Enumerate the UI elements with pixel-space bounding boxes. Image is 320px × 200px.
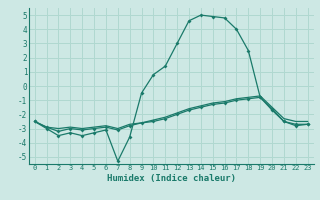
X-axis label: Humidex (Indice chaleur): Humidex (Indice chaleur): [107, 174, 236, 183]
